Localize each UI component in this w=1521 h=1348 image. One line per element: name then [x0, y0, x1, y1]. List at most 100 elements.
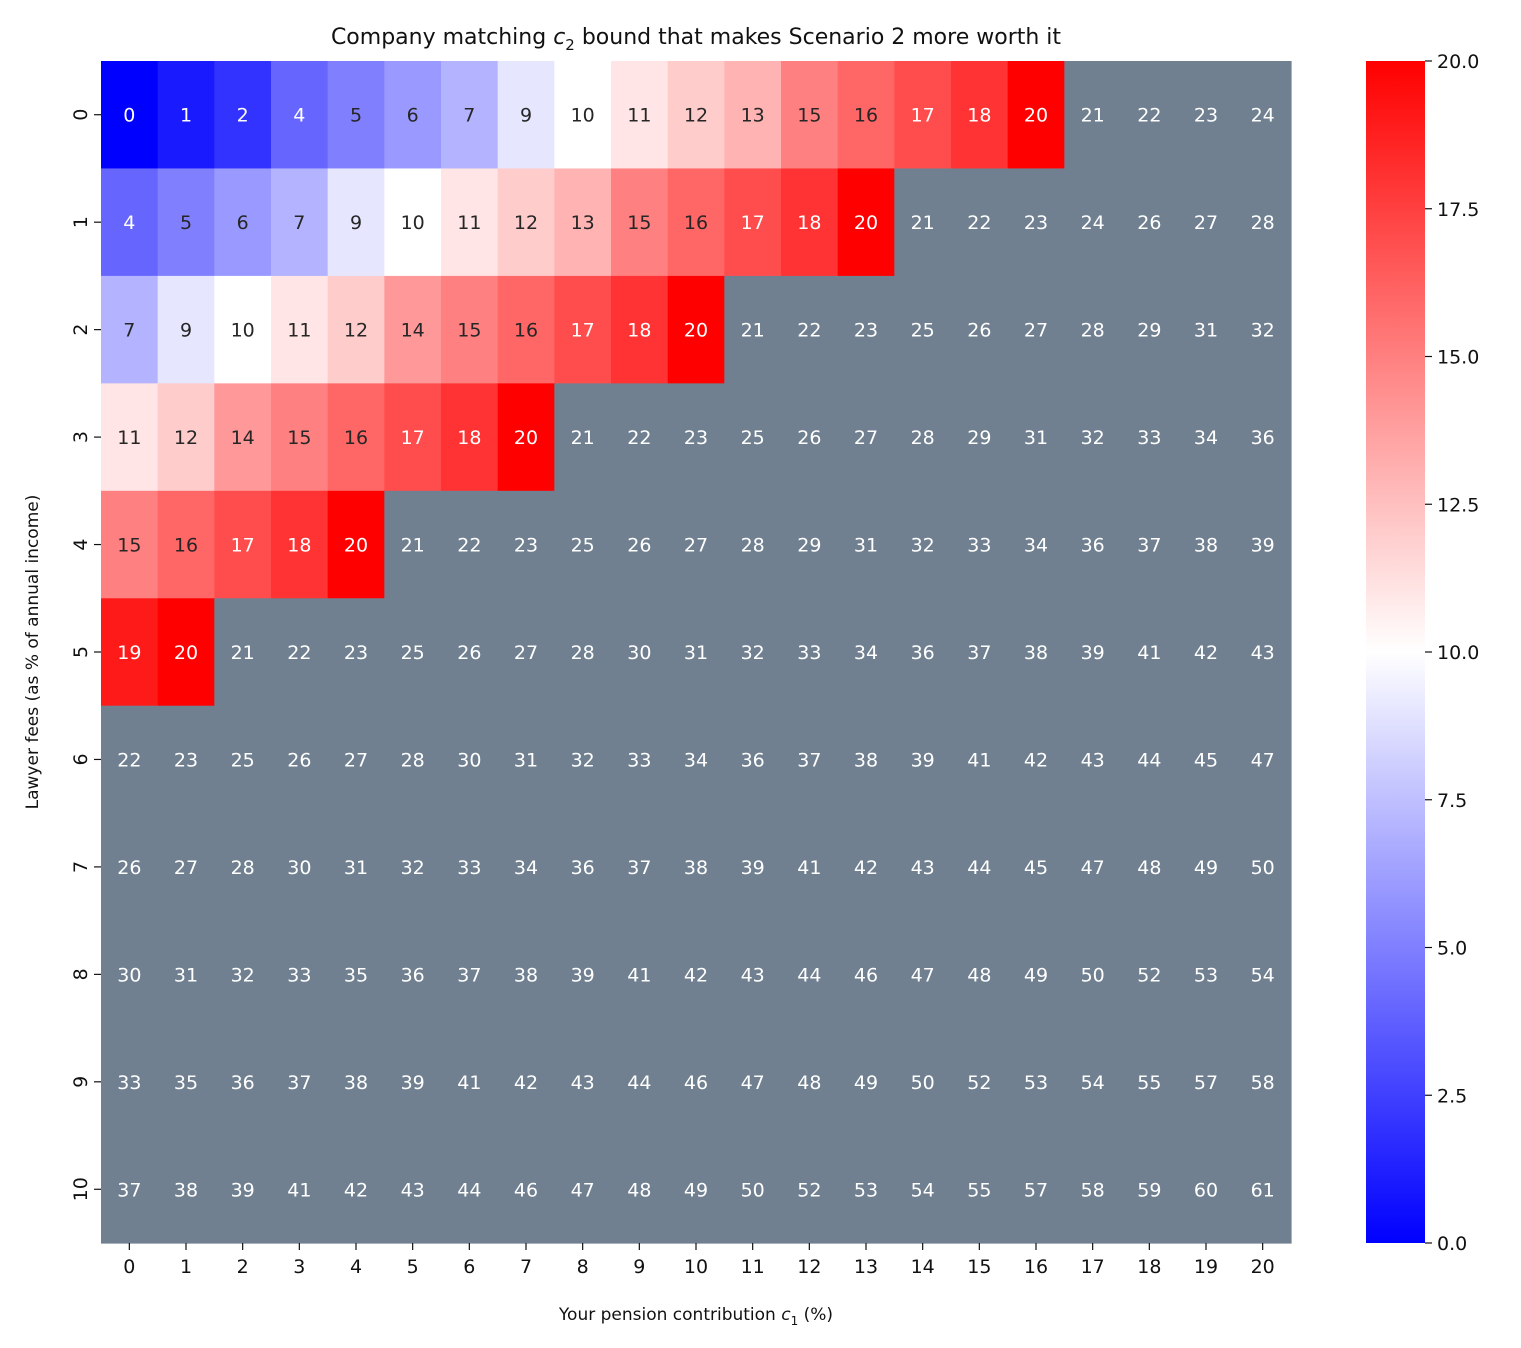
colorbar-tick-label: 12.5: [1437, 494, 1479, 516]
cell-value-label: 18: [967, 105, 991, 127]
cell-value-label: 18: [457, 427, 481, 449]
cell-value-label: 27: [1194, 212, 1218, 234]
cell-value-label: 32: [911, 535, 935, 557]
cell-value-label: 23: [1194, 105, 1218, 127]
cell-value-label: 23: [174, 749, 198, 771]
cell-value-label: 17: [571, 320, 595, 342]
cell-value-label: 35: [344, 964, 368, 986]
cell-value-label: 34: [1194, 427, 1218, 449]
cell-value-label: 39: [1251, 535, 1275, 557]
cell-value-label: 33: [117, 1072, 141, 1094]
cell-value-label: 22: [797, 320, 821, 342]
cell-value-label: 32: [231, 964, 255, 986]
cell-value-label: 32: [741, 642, 765, 664]
cell-value-label: 21: [911, 212, 935, 234]
x-tick-label: 4: [350, 1256, 362, 1278]
cell-value-label: 42: [1194, 642, 1218, 664]
colorbar-tick-label: 15.0: [1437, 347, 1479, 369]
cell-value-label: 42: [1024, 749, 1048, 771]
cell-value-label: 28: [1251, 212, 1275, 234]
cell-value-label: 14: [401, 320, 425, 342]
cell-value-label: 55: [967, 1179, 991, 1201]
cell-value-label: 36: [1251, 427, 1275, 449]
cell-value-label: 38: [854, 749, 878, 771]
cell-value-label: 28: [401, 749, 425, 771]
y-tick-label: 9: [70, 1076, 92, 1088]
cell-value-label: 39: [911, 749, 935, 771]
cell-value-label: 30: [287, 857, 311, 879]
cell-value-label: 25: [571, 535, 595, 557]
cell-value-label: 58: [1251, 1072, 1275, 1094]
x-tick-label: 0: [123, 1256, 135, 1278]
cell-value-label: 52: [1137, 964, 1161, 986]
cell-value-label: 22: [117, 749, 141, 771]
cell-value-label: 11: [627, 105, 651, 127]
cell-value-label: 45: [1194, 749, 1218, 771]
cell-value-label: 12: [174, 427, 198, 449]
cell-value-label: 25: [741, 427, 765, 449]
cell-value-label: 32: [1251, 320, 1275, 342]
cell-value-label: 41: [1137, 642, 1161, 664]
cell-value-label: 39: [401, 1072, 425, 1094]
cell-value-label: 52: [797, 1179, 821, 1201]
cell-value-label: 6: [237, 212, 249, 234]
cell-value-label: 48: [1137, 857, 1161, 879]
cell-value-label: 5: [180, 212, 192, 234]
cell-value-label: 48: [797, 1072, 821, 1094]
cell-value-label: 44: [627, 1072, 651, 1094]
cell-value-label: 54: [911, 1179, 935, 1201]
cell-value-label: 58: [1081, 1179, 1105, 1201]
cell-value-label: 33: [797, 642, 821, 664]
y-tick-label: 8: [70, 968, 92, 980]
cell-value-label: 11: [287, 320, 311, 342]
colorbar-gradient: [1366, 61, 1425, 1243]
cell-value-label: 42: [684, 964, 708, 986]
cell-value-label: 53: [854, 1179, 878, 1201]
cell-value-label: 18: [287, 535, 311, 557]
cell-value-label: 14: [231, 427, 255, 449]
cell-value-label: 29: [1137, 320, 1161, 342]
cell-value-label: 24: [1081, 212, 1105, 234]
y-tick-label: 1: [70, 216, 92, 228]
cell-value-label: 47: [1081, 857, 1105, 879]
cell-value-label: 21: [571, 427, 595, 449]
cell-value-label: 49: [684, 1179, 708, 1201]
cell-value-label: 36: [571, 857, 595, 879]
cell-value-label: 37: [457, 964, 481, 986]
cell-value-label: 28: [231, 857, 255, 879]
x-tick-label: 10: [684, 1256, 708, 1278]
cell-value-label: 13: [571, 212, 595, 234]
colorbar-tick-label: 10.0: [1437, 642, 1479, 664]
cell-value-label: 21: [741, 320, 765, 342]
cell-value-label: 44: [797, 964, 821, 986]
cell-value-label: 44: [457, 1179, 481, 1201]
cell-value-label: 33: [967, 535, 991, 557]
x-tick-label: 14: [911, 1256, 935, 1278]
cell-value-label: 27: [684, 535, 708, 557]
cell-value-label: 31: [1024, 427, 1048, 449]
cell-value-label: 61: [1251, 1179, 1275, 1201]
cell-value-label: 22: [287, 642, 311, 664]
cell-value-label: 30: [457, 749, 481, 771]
cell-value-label: 26: [1137, 212, 1161, 234]
cell-value-label: 34: [514, 857, 538, 879]
cell-value-label: 20: [174, 642, 198, 664]
cell-value-label: 10: [571, 105, 595, 127]
cell-value-label: 49: [854, 1072, 878, 1094]
cell-value-label: 59: [1137, 1179, 1161, 1201]
cell-value-label: 24: [1251, 105, 1275, 127]
cell-value-label: 17: [231, 535, 255, 557]
y-tick-label: 7: [70, 861, 92, 873]
y-tick-label: 4: [70, 538, 92, 550]
x-tick-label: 6: [463, 1256, 475, 1278]
cell-value-label: 41: [797, 857, 821, 879]
cell-value-label: 20: [344, 535, 368, 557]
cell-value-label: 17: [741, 212, 765, 234]
cell-value-label: 39: [571, 964, 595, 986]
cell-value-label: 1: [180, 105, 192, 127]
cell-value-label: 33: [627, 749, 651, 771]
cell-value-label: 28: [571, 642, 595, 664]
cell-value-label: 55: [1137, 1072, 1161, 1094]
cell-value-label: 47: [571, 1179, 595, 1201]
cell-value-label: 50: [1251, 857, 1275, 879]
